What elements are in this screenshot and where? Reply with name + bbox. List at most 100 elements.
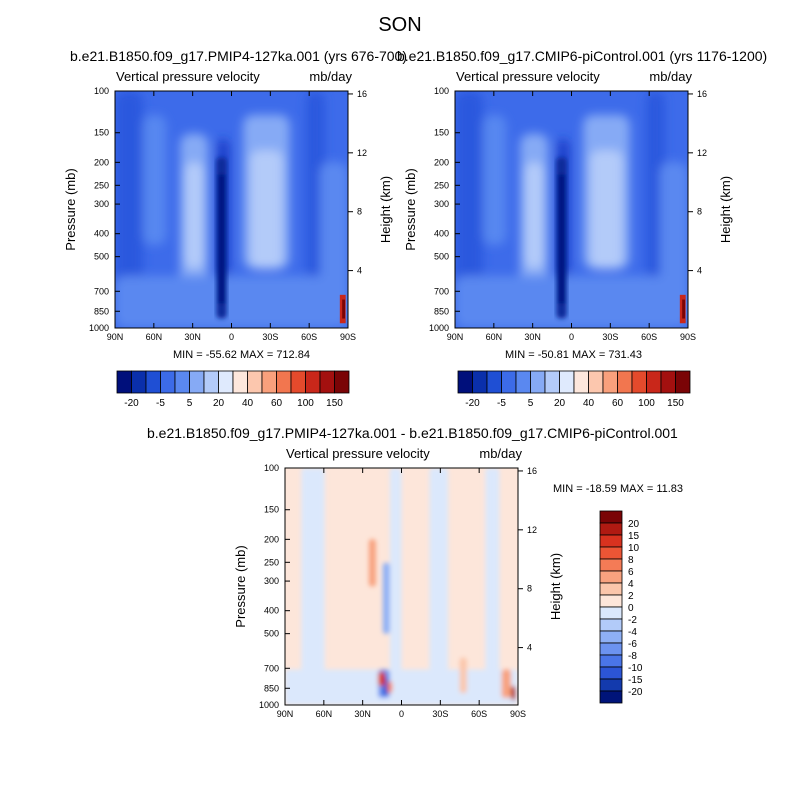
y-tick-label: 300	[264, 576, 279, 586]
right-axis-title: Height (km)	[548, 553, 563, 620]
colorbar-box	[588, 370, 604, 394]
colorbar-box	[599, 618, 623, 632]
field-region	[501, 669, 512, 698]
x-tick-label: 30S	[262, 332, 278, 342]
y-tick-label: 250	[264, 557, 279, 567]
x-tick-label: 60S	[301, 332, 317, 342]
y-tick-label: 700	[94, 286, 109, 296]
y-axis-title: Pressure (mb)	[63, 168, 78, 250]
y-tick-label: 300	[94, 199, 109, 209]
field-region	[524, 162, 544, 269]
y-tick-label: 700	[264, 663, 279, 673]
y-tick-label: 1000	[259, 700, 279, 710]
colorbar-label: 20	[628, 519, 640, 530]
panel-1-title: b.e21.B1850.f09_g17.PMIP4-127ka.001 (yrs…	[70, 48, 408, 64]
colorbar-box	[599, 570, 623, 584]
colorbar-box	[602, 370, 618, 394]
x-tick-label: 60N	[146, 332, 163, 342]
y-tick-label: 300	[434, 199, 449, 209]
panel-3-minmax: MIN = -18.59 MAX = 11.83	[553, 483, 684, 495]
colorbar-label: 0	[628, 603, 634, 614]
x-tick-label: 60S	[641, 332, 657, 342]
colorbar-box	[486, 370, 502, 394]
field-region	[378, 671, 386, 687]
colorbar-label: 40	[242, 398, 254, 409]
y-tick-label: 200	[434, 157, 449, 167]
colorbar-box	[599, 546, 623, 560]
y-tick-label: 1000	[89, 323, 109, 333]
y-tick-label: 250	[434, 180, 449, 190]
x-tick-label: 90S	[510, 709, 526, 719]
colorbar-label: -4	[628, 627, 637, 638]
colorbar-label: 40	[583, 398, 595, 409]
colorbar-box	[174, 370, 190, 394]
contour-field	[115, 91, 348, 328]
colorbar-label: 100	[638, 398, 655, 409]
y-tick-label: 150	[434, 128, 449, 138]
colorbar-box	[472, 370, 488, 394]
colorbar-label: -5	[497, 398, 506, 409]
y-tick-label: 850	[264, 683, 279, 693]
colorbar-box	[116, 370, 132, 394]
colorbar-box	[599, 582, 623, 596]
right-tick-label: 4	[527, 643, 532, 653]
updraft-core-inner	[558, 173, 565, 305]
right-tick-label: 4	[697, 266, 702, 276]
colorbar: -20 -5 5 20 40 60 100 150	[457, 370, 691, 409]
field-region	[382, 562, 390, 634]
colorbar-label: 10	[628, 543, 640, 554]
right-tick-label: 8	[527, 584, 532, 594]
colorbar-box	[261, 370, 277, 394]
colorbar-box	[599, 510, 623, 524]
y-axis-title: Pressure (mb)	[233, 545, 248, 627]
colorbar-box	[131, 370, 147, 394]
colorbar-box	[599, 642, 623, 656]
field-region	[459, 657, 467, 694]
y-tick-label: 850	[94, 306, 109, 316]
y-tick-label: 100	[94, 86, 109, 96]
field-region	[285, 669, 518, 705]
field-region	[511, 686, 516, 701]
colorbar-box	[515, 370, 531, 394]
y-tick-label: 150	[264, 505, 279, 515]
field-region	[250, 150, 283, 269]
colorbar-label: 60	[271, 398, 283, 409]
colorbar-box	[599, 654, 623, 668]
y-tick-label: 250	[94, 180, 109, 190]
colorbar-box	[501, 370, 517, 394]
x-tick-label: 30N	[354, 709, 371, 719]
y-tick-label: 400	[264, 606, 279, 616]
x-tick-label: 60N	[486, 332, 503, 342]
field-region	[660, 162, 688, 305]
colorbar-box	[675, 370, 691, 394]
panel-1-minmax: MIN = -55.62 MAX = 712.84	[173, 349, 310, 361]
y-axis-title: Pressure (mb)	[403, 168, 418, 250]
colorbar-box	[660, 370, 676, 394]
page-title: SON	[378, 14, 422, 36]
right-axis-title: Height (km)	[378, 176, 393, 243]
colorbar-box	[631, 370, 647, 394]
field-region	[485, 468, 500, 705]
y-tick-label: 500	[94, 252, 109, 262]
panel-2-title: b.e21.B1850.f09_g17.CMIP6-piControl.001 …	[397, 48, 768, 64]
x-tick-label: 60N	[316, 709, 333, 719]
colorbar-box	[599, 666, 623, 680]
x-tick-label: 0	[399, 709, 404, 719]
colorbar-box	[305, 370, 321, 394]
colorbar-label: 6	[628, 567, 634, 578]
y-tick-label: 500	[264, 629, 279, 639]
colorbar-box	[599, 558, 623, 572]
y-tick-label: 500	[434, 252, 449, 262]
right-tick-label: 12	[527, 525, 537, 535]
y-tick-label: 1000	[429, 323, 449, 333]
right-tick-label: 16	[527, 466, 537, 476]
colorbar-label: -20	[465, 398, 480, 409]
field-region	[455, 91, 483, 328]
colorbar-box	[247, 370, 263, 394]
colorbar-label: 60	[612, 398, 624, 409]
x-tick-label: 0	[229, 332, 234, 342]
x-tick-label: 90N	[447, 332, 464, 342]
field-region	[590, 150, 623, 269]
